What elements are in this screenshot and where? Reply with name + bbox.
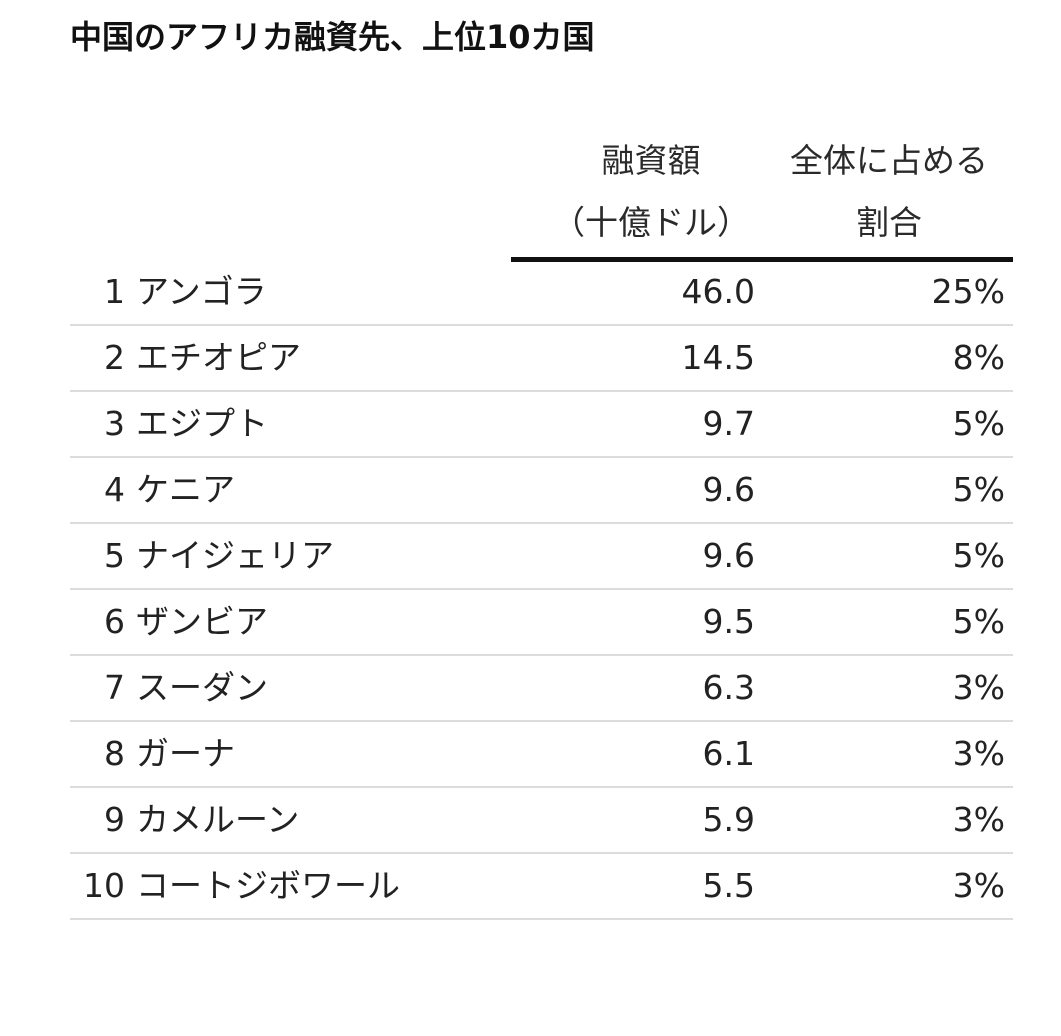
column-header-share-line2: 割合 bbox=[856, 203, 922, 242]
row-country: スーダン bbox=[136, 668, 268, 707]
row-amount: 14.5 bbox=[681, 338, 755, 377]
row-share: 8% bbox=[952, 338, 1005, 377]
table-header: 融資額 （十億ドル） 全体に占める 割合 bbox=[70, 130, 1013, 262]
row-rank: 1 bbox=[104, 272, 125, 311]
row-country: ナイジェリア bbox=[136, 536, 334, 575]
row-rank: 5 bbox=[104, 536, 125, 575]
row-amount: 5.5 bbox=[702, 866, 755, 905]
row-share: 5% bbox=[952, 602, 1005, 641]
row-rank: 10 bbox=[83, 866, 125, 905]
row-share: 5% bbox=[952, 470, 1005, 509]
row-rank: 6 bbox=[104, 602, 125, 641]
row-share: 3% bbox=[952, 734, 1005, 773]
table-row: 5 ナイジェリア 9.6 5% bbox=[70, 524, 1013, 590]
table-body: 1 アンゴラ 46.0 25% 2 エチオピア 14.5 8% 3 エジプト 9.7 5% 4 ケニア 9.… bbox=[70, 260, 1013, 920]
chart-title: 中国のアフリカ融資先、上位10カ国 bbox=[70, 18, 595, 56]
column-header-amount-line1: 融資額 bbox=[601, 141, 701, 180]
row-country: ガーナ bbox=[136, 734, 235, 773]
table-row: 4 ケニア 9.6 5% bbox=[70, 458, 1013, 524]
column-header-amount-line2: （十億ドル） bbox=[552, 203, 750, 242]
row-rank: 9 bbox=[104, 800, 125, 839]
row-amount: 6.1 bbox=[702, 734, 755, 773]
column-header-share: 全体に占める 割合 bbox=[760, 130, 1018, 254]
row-rank: 4 bbox=[104, 470, 125, 509]
table-row: 3 エジプト 9.7 5% bbox=[70, 392, 1013, 458]
row-rank: 7 bbox=[104, 668, 125, 707]
row-amount: 9.7 bbox=[702, 404, 755, 443]
table-row: 10 コートジボワール 5.5 3% bbox=[70, 854, 1013, 920]
row-share: 25% bbox=[931, 272, 1005, 311]
row-country: ケニア bbox=[136, 470, 235, 509]
data-table: 融資額 （十億ドル） 全体に占める 割合 1 アンゴラ 46.0 25% 2 エチオピア 1… bbox=[70, 130, 1013, 920]
row-amount: 46.0 bbox=[681, 272, 755, 311]
column-header-amount: 融資額 （十億ドル） bbox=[522, 130, 780, 254]
table-row: 9 カメルーン 5.9 3% bbox=[70, 788, 1013, 854]
row-amount: 9.6 bbox=[702, 470, 755, 509]
table-row: 2 エチオピア 14.5 8% bbox=[70, 326, 1013, 392]
row-amount: 5.9 bbox=[702, 800, 755, 839]
row-rank: 8 bbox=[104, 734, 125, 773]
column-header-share-line1: 全体に占める bbox=[790, 141, 988, 180]
row-share: 3% bbox=[952, 800, 1005, 839]
row-country: アンゴラ bbox=[136, 272, 267, 311]
row-country: カメルーン bbox=[136, 800, 300, 839]
row-country: エチオピア bbox=[136, 338, 301, 377]
table-row: 7 スーダン 6.3 3% bbox=[70, 656, 1013, 722]
row-share: 5% bbox=[952, 404, 1005, 443]
row-country: エジプト bbox=[136, 404, 268, 443]
header-rule bbox=[511, 257, 1013, 262]
row-share: 3% bbox=[952, 668, 1005, 707]
row-rank: 3 bbox=[104, 404, 125, 443]
row-share: 5% bbox=[952, 536, 1005, 575]
row-share: 3% bbox=[952, 866, 1005, 905]
table-row: 1 アンゴラ 46.0 25% bbox=[70, 260, 1013, 326]
row-amount: 6.3 bbox=[702, 668, 755, 707]
row-rank: 2 bbox=[104, 338, 125, 377]
row-amount: 9.6 bbox=[702, 536, 755, 575]
table-row: 8 ガーナ 6.1 3% bbox=[70, 722, 1013, 788]
row-country: コートジボワール bbox=[136, 866, 400, 905]
table-row: 6 ザンビア 9.5 5% bbox=[70, 590, 1013, 656]
row-country: ザンビア bbox=[136, 602, 268, 641]
row-amount: 9.5 bbox=[702, 602, 755, 641]
